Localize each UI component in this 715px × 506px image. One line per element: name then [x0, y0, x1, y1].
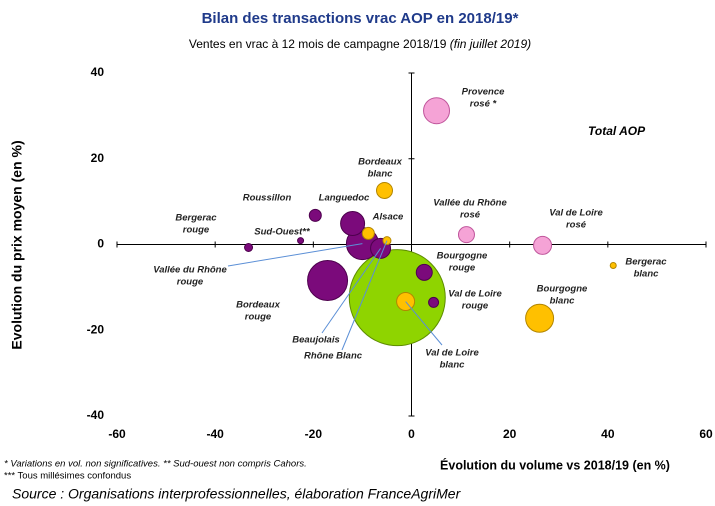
plot-area: -60 -40 -20 0 20 40 60-40-2002040Bordeauxrouge… — [87, 65, 713, 441]
bubble — [244, 243, 254, 253]
bubble-label: rouge — [183, 225, 210, 236]
leader-line — [321, 248, 381, 334]
bubble-label: Bordeaux — [236, 300, 281, 311]
bubble-label: rouge — [177, 277, 204, 288]
bubble-label: Provence — [462, 87, 505, 98]
x-tick-label: 20 — [503, 427, 517, 441]
bubble — [297, 237, 305, 245]
footnote: * Variations en vol. non significatives.… — [4, 459, 307, 470]
chart-title: Bilan des transactions vrac AOP en 2018/… — [202, 10, 519, 27]
y-tick-label: -20 — [87, 322, 105, 336]
bubble-label: blanc — [440, 360, 466, 371]
leader-line — [341, 240, 388, 351]
subtitle-text: Ventes en vrac à 12 mois de campagne 201… — [189, 37, 450, 51]
bubble — [415, 263, 433, 281]
leader-line — [227, 243, 363, 267]
y-tick-label: -40 — [87, 408, 105, 422]
x-tick-label: -20 — [305, 427, 323, 441]
bubble-label: rosé * — [470, 99, 498, 110]
bubble-label: Bergerac — [175, 213, 217, 224]
subtitle: Ventes en vrac à 12 mois de campagne 201… — [189, 37, 531, 51]
bubble — [361, 226, 375, 240]
bubble — [525, 303, 555, 333]
bubble-label: blanc — [550, 296, 576, 307]
y-tick-label: 40 — [91, 65, 105, 79]
bubble — [428, 296, 440, 308]
bubble-label: Bergerac — [625, 257, 667, 268]
bubble-label: Bordeaux — [358, 157, 403, 168]
bubble — [308, 208, 322, 222]
source: Source : Organisations interprofessionne… — [12, 486, 462, 502]
bubble-label: rosé — [566, 220, 587, 231]
bubble-label: Val de Loire — [425, 348, 479, 359]
bubble-label: Val de Loire — [448, 289, 502, 300]
footnote: *** Tous millésimes confondus — [4, 471, 131, 482]
annotation: Total AOP — [588, 124, 646, 138]
x-tick-label: 60 — [699, 427, 713, 441]
bubble-label: Alsace — [372, 212, 404, 223]
y-axis-label: Evolution du prix moyen (en %) — [9, 140, 25, 349]
bubble-label: Bourgogne — [437, 251, 488, 262]
bubble — [423, 97, 451, 125]
bubble — [609, 262, 617, 270]
bubble — [340, 210, 366, 236]
bubble — [307, 260, 349, 302]
bubble-label: blanc — [634, 269, 660, 280]
bubble-label: Beaujolais — [292, 335, 340, 346]
x-tick-label: 0 — [408, 427, 415, 441]
bubble-label: rouge — [449, 263, 476, 274]
x-tick-label: 40 — [601, 427, 615, 441]
bubble-label: Vallée du Rhône — [433, 198, 507, 209]
bubble — [457, 226, 475, 244]
bubble — [376, 181, 394, 199]
bubble-label: rosé — [460, 210, 481, 221]
bubble-label: Languedoc — [319, 193, 370, 204]
bubble-label: Rhône Blanc — [304, 351, 363, 362]
bubble-label: rouge — [245, 312, 272, 323]
bubble-label: Vallée du Rhône — [153, 265, 227, 276]
bubble — [533, 235, 553, 255]
bubble-label: Val de Loire — [549, 208, 603, 219]
bubble-label: blanc — [368, 169, 394, 180]
x-axis-label: Évolution du volume vs 2018/19 (en %) — [440, 457, 670, 472]
x-tick-label: -40 — [206, 427, 224, 441]
leader-line — [405, 301, 443, 346]
bubble-label: Bourgogne — [537, 284, 588, 295]
y-tick-label: 20 — [91, 151, 105, 165]
bubble-label: Sud-Ouest** — [254, 227, 311, 238]
subtitle-italic: (fin juillet 2019) — [450, 37, 531, 51]
bubble-label: Roussillon — [243, 193, 292, 204]
y-tick-label: 0 — [97, 237, 104, 251]
bubble-label: rouge — [462, 301, 489, 312]
x-tick-label: -60 — [108, 427, 126, 441]
